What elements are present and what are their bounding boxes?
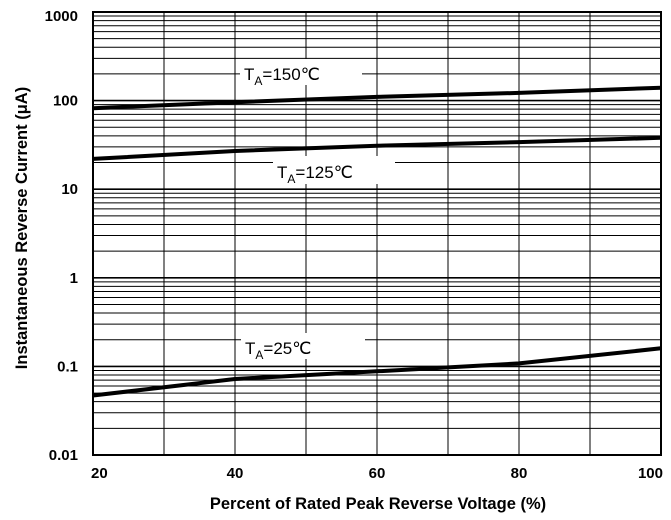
series-lines bbox=[92, 85, 662, 398]
major-grid bbox=[93, 11, 661, 456]
series-label-1: TA=125℃ bbox=[277, 163, 353, 186]
x-tick-labels: 20 40 60 80 100 bbox=[91, 465, 663, 482]
y-tick-label: 1000 bbox=[45, 8, 78, 25]
y-tick-label: 100 bbox=[53, 93, 78, 110]
y-tick-label: 0.1 bbox=[57, 358, 78, 375]
y-tick-label: 10 bbox=[61, 181, 78, 198]
series-label-0: TA=150℃ bbox=[244, 65, 320, 88]
series-label-box bbox=[240, 59, 362, 85]
y-axis-title: Instantaneous Reverse Current (μA) bbox=[13, 87, 31, 369]
series-label-2: TA=25℃ bbox=[245, 339, 311, 362]
series-label-box bbox=[241, 333, 365, 359]
x-tick-label: 100 bbox=[638, 465, 663, 482]
series-line-0 bbox=[92, 85, 662, 111]
series-line-1 bbox=[92, 135, 662, 161]
x-tick-label: 80 bbox=[511, 465, 528, 482]
series-label-box bbox=[273, 156, 395, 184]
x-axis-title: Percent of Rated Peak Reverse Voltage (%… bbox=[210, 495, 546, 513]
x-tick-label: 40 bbox=[227, 465, 244, 482]
y-tick-label: 0.01 bbox=[49, 447, 78, 464]
y-tick-label: 1 bbox=[70, 270, 78, 287]
y-tick-labels: 0.01 0.1 1 10 100 1000 bbox=[45, 8, 78, 464]
plot-frame bbox=[92, 11, 662, 456]
x-tick-label: 60 bbox=[369, 465, 386, 482]
series-line-2 bbox=[92, 346, 662, 398]
x-tick-label: 20 bbox=[91, 465, 108, 482]
series-labels: TA=150℃ TA=125℃ TA=25℃ bbox=[240, 59, 395, 362]
